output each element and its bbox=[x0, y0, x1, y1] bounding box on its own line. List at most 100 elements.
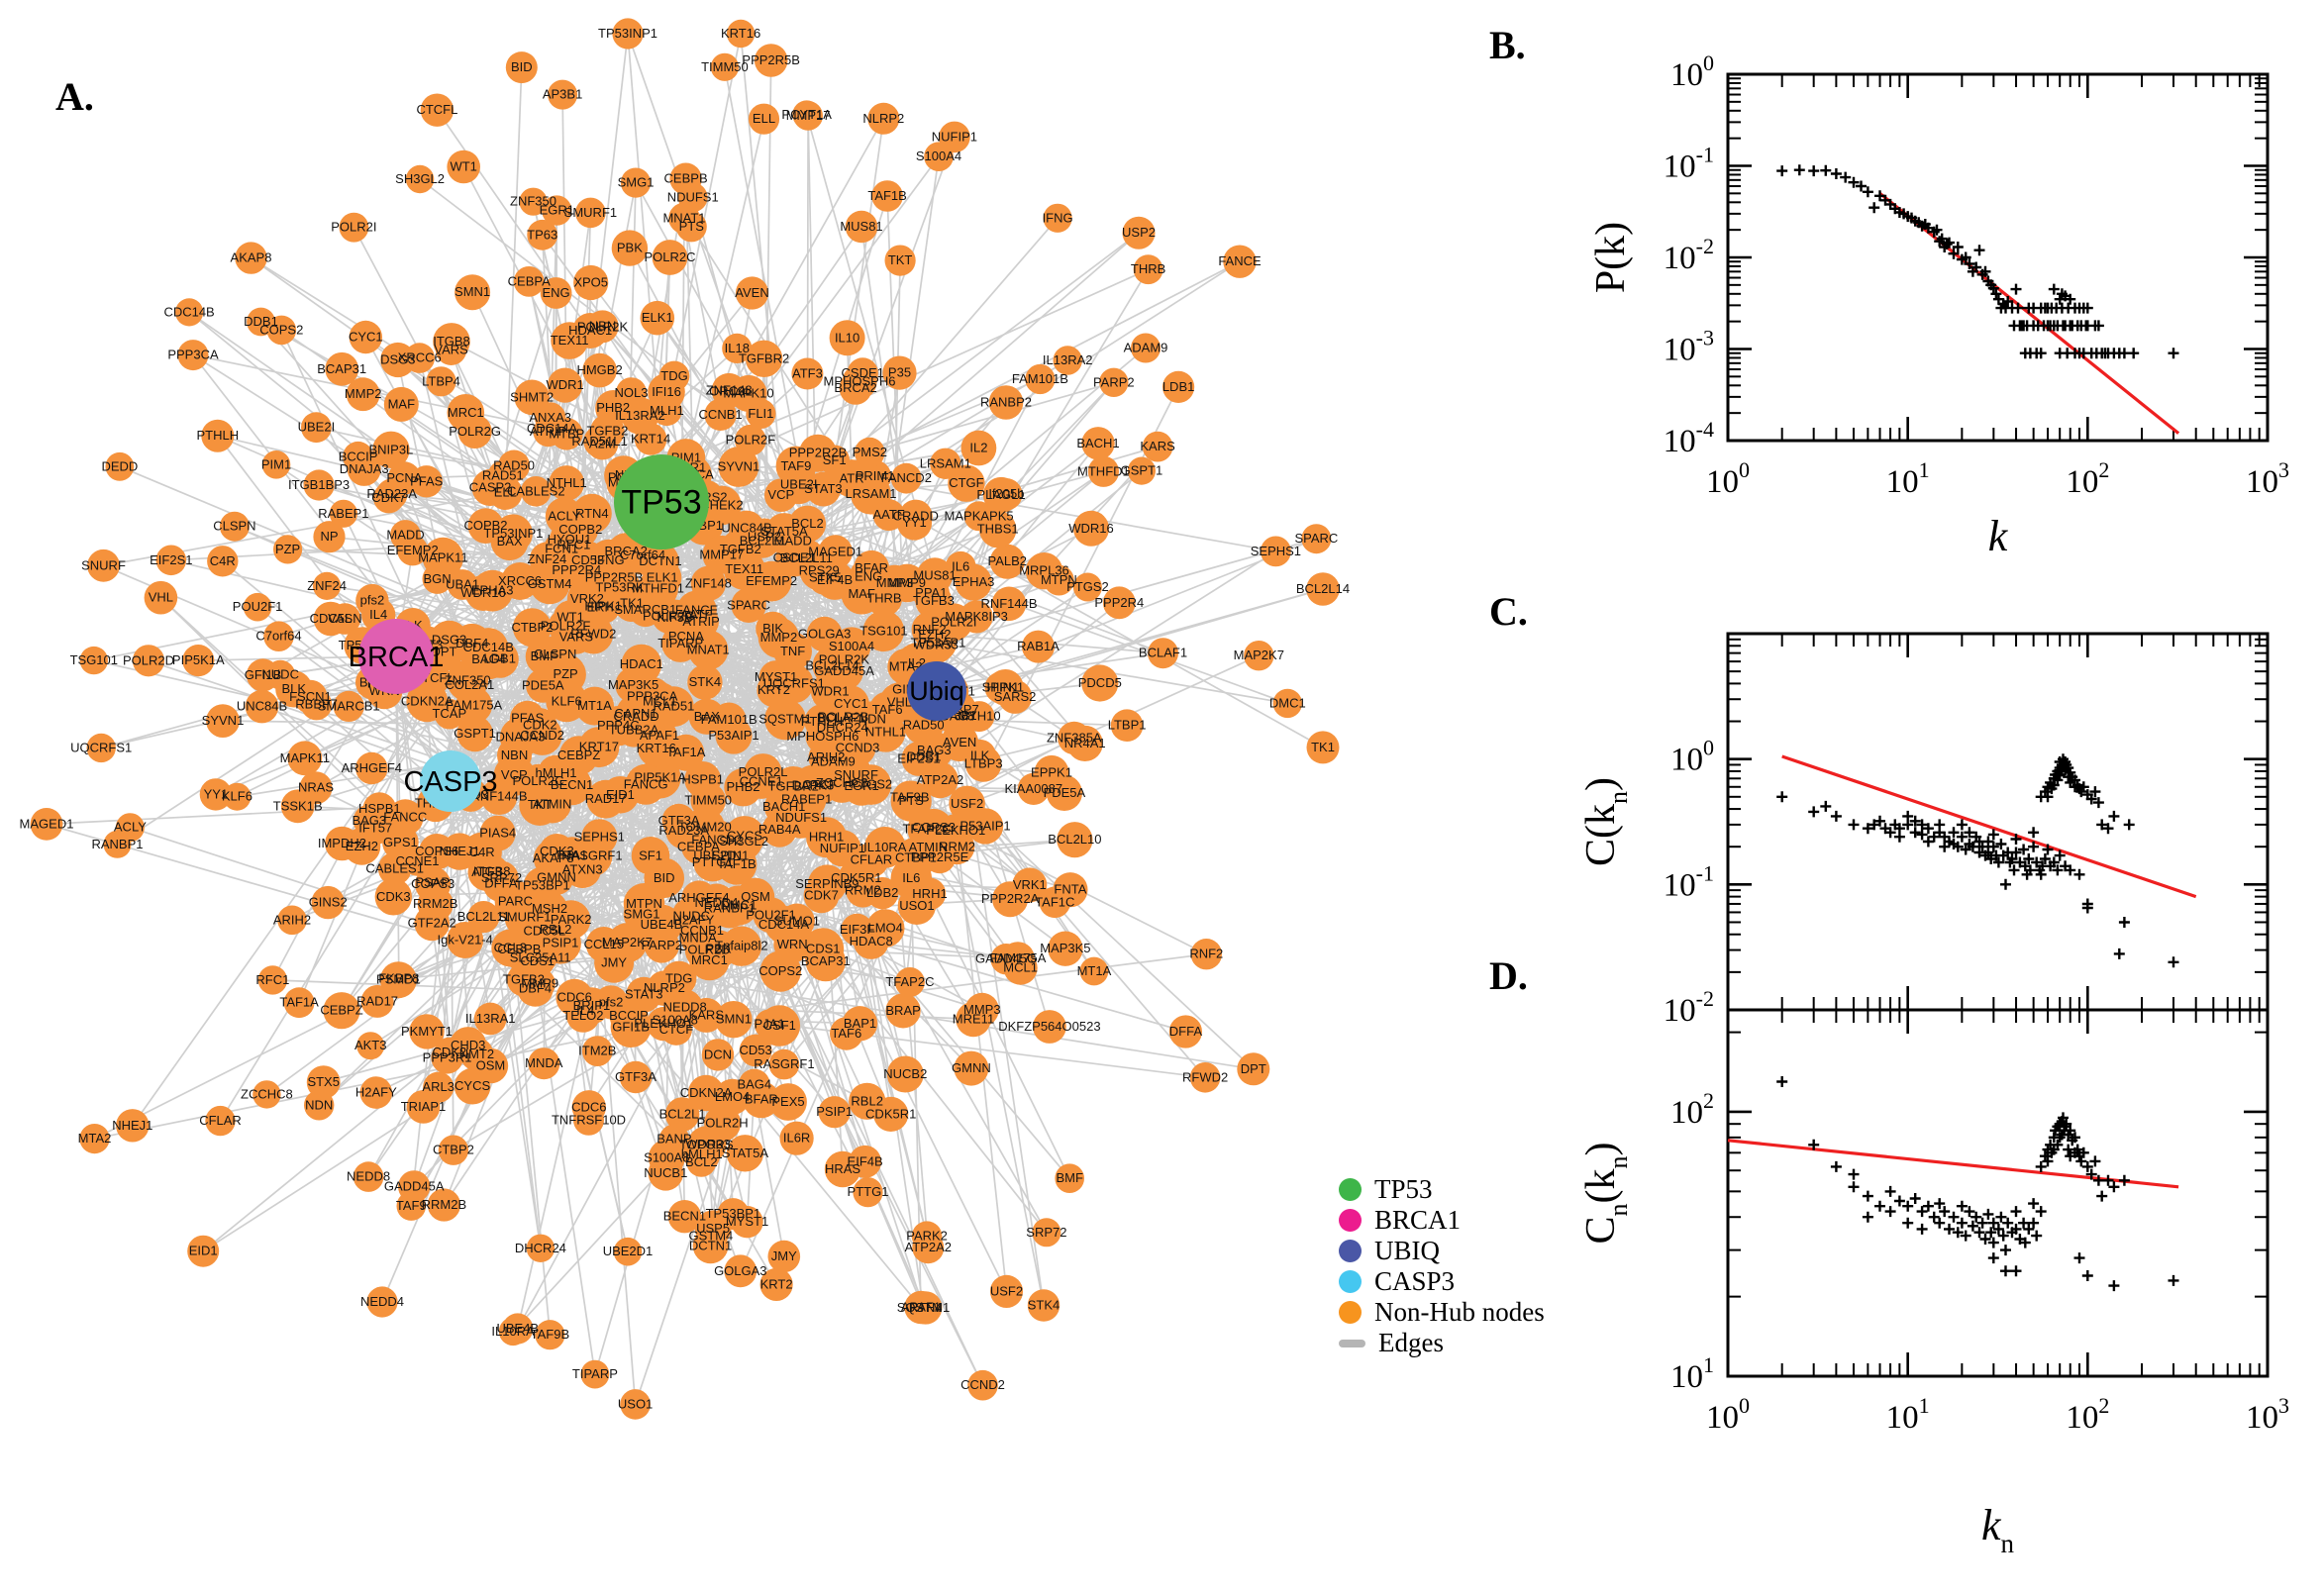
node-label: BAG4 bbox=[737, 1077, 771, 1092]
node-label: FANCG bbox=[624, 776, 668, 791]
nonhub-node bbox=[819, 445, 850, 476]
node-label: CSDE1 bbox=[842, 365, 884, 380]
nonhub-node bbox=[519, 187, 548, 216]
nonhub-node bbox=[611, 230, 649, 266]
node-label: KLF6 bbox=[222, 789, 252, 804]
nonhub-node bbox=[672, 899, 714, 942]
node-label: S100A8 bbox=[644, 1149, 689, 1164]
nonhub-node bbox=[688, 630, 729, 670]
node-label: TAF1A bbox=[666, 745, 706, 759]
node-label: EZH2 bbox=[918, 627, 951, 642]
node-label: RFC1 bbox=[255, 972, 289, 987]
node-label: SQSTM1 bbox=[758, 712, 811, 727]
nonhub-node bbox=[714, 1078, 751, 1115]
panel-label-c: C. bbox=[1489, 589, 1528, 634]
node-label: RAD51L1 bbox=[571, 434, 627, 449]
node-label: EFEMP2 bbox=[387, 543, 439, 557]
nonhub-node bbox=[480, 640, 519, 678]
node-label: GSTM4 bbox=[689, 1229, 734, 1244]
node-label: XRCC6 bbox=[398, 350, 442, 365]
nonhub-node bbox=[548, 79, 578, 110]
node-label: LDB1 bbox=[1162, 379, 1195, 394]
nonhub-node bbox=[824, 830, 861, 867]
nonhub-node bbox=[1244, 641, 1274, 671]
node-label: DMC1 bbox=[1269, 695, 1306, 710]
nonhub-node bbox=[422, 563, 453, 594]
node-label: POLR2F bbox=[726, 433, 776, 448]
node-label: DCTN1 bbox=[639, 553, 681, 568]
nonhub-node bbox=[702, 535, 742, 574]
nonhub-node bbox=[1081, 664, 1119, 702]
nonhub-node bbox=[1099, 367, 1129, 397]
node-label: GTF2A2 bbox=[408, 915, 456, 930]
node-label: GFI1B bbox=[612, 1020, 650, 1035]
node-label: SMN1 bbox=[716, 1012, 752, 1027]
nonhub-node bbox=[841, 913, 873, 947]
legend-item-ubiq: UBIQ bbox=[1339, 1236, 1545, 1266]
node-label: S100A8 bbox=[653, 1013, 698, 1028]
node-label: MADD bbox=[774, 533, 812, 548]
node-label: TAF6 bbox=[831, 1026, 861, 1041]
tick-label: 103 bbox=[2246, 457, 2289, 500]
nonhub-node bbox=[745, 340, 783, 377]
nonhub-node bbox=[360, 984, 394, 1018]
nonhub-node bbox=[355, 751, 388, 785]
node-label: CCND3 bbox=[836, 740, 880, 754]
legend-label: TP53 bbox=[1374, 1174, 1433, 1204]
nonhub-node bbox=[858, 459, 892, 493]
nonhub-node bbox=[718, 885, 759, 926]
hub-node-ubiq bbox=[907, 661, 966, 721]
node-label: VARS bbox=[434, 342, 468, 356]
nonhub-node bbox=[333, 690, 364, 723]
nonhub-node bbox=[805, 941, 846, 982]
node-label: BAX bbox=[497, 534, 523, 549]
node-label: BCL2L1 bbox=[740, 533, 786, 548]
nonhub-node bbox=[718, 447, 759, 487]
nonhub-node bbox=[659, 1013, 692, 1046]
nonhub-node bbox=[580, 1359, 610, 1389]
node-label: MAPK11 bbox=[280, 750, 330, 765]
node-label: SPIN1 bbox=[712, 848, 750, 863]
node-label: PARP2 bbox=[641, 938, 682, 952]
node-label: FAM175A bbox=[446, 697, 502, 712]
node-label: PSIP1 bbox=[816, 1104, 853, 1119]
nonhub-node bbox=[1022, 630, 1055, 663]
node-label: CSDE1 bbox=[773, 550, 816, 565]
node-label: TEX11 bbox=[725, 561, 763, 576]
nonhub-node bbox=[116, 1109, 150, 1143]
nonhub-node bbox=[862, 610, 905, 652]
nonhub-node bbox=[845, 210, 878, 244]
node-label: SMARCB1 bbox=[318, 698, 380, 713]
node-label: CDC6 bbox=[571, 1099, 606, 1114]
edge-swatch-icon bbox=[1339, 1339, 1365, 1347]
node-label: COPS3 bbox=[912, 820, 956, 835]
node-label: MSH2 bbox=[532, 901, 567, 916]
node-label: PPP2R2A bbox=[981, 891, 1040, 906]
node-label: IL10RA bbox=[863, 840, 907, 854]
nonhub-node bbox=[610, 1007, 652, 1047]
node-label: TGFBR2 bbox=[768, 778, 819, 793]
node-label: POLR2K bbox=[819, 652, 870, 667]
node-label: SLC25A11 bbox=[510, 949, 571, 964]
axis-ticks bbox=[1726, 1010, 2270, 1378]
casp3-hub-swatch-icon bbox=[1339, 1270, 1362, 1293]
nonhub-node bbox=[398, 1170, 431, 1203]
nonhub-node bbox=[658, 360, 690, 392]
nonhub-node bbox=[1168, 1015, 1202, 1048]
node-label: CD53 bbox=[571, 552, 604, 567]
node-label: TP53INP1 bbox=[483, 526, 543, 541]
data-points bbox=[1776, 753, 2179, 968]
nonhub-node bbox=[372, 431, 410, 468]
node-label: GADD45A bbox=[814, 663, 874, 678]
nonhub-node bbox=[383, 386, 419, 422]
node-label: TAF1C bbox=[1035, 894, 1074, 909]
node-label: BCAP31 bbox=[317, 361, 366, 376]
legend-item-brca1: BRCA1 bbox=[1339, 1205, 1545, 1236]
node-label: PLAGL1 bbox=[976, 487, 1025, 502]
node-label: DAPK3 bbox=[792, 778, 835, 793]
node-label: STK4 bbox=[689, 674, 722, 689]
nonhub-node bbox=[273, 535, 303, 564]
node-label: TSG101 bbox=[70, 652, 118, 667]
node-label: pfs2 bbox=[360, 593, 385, 608]
nonhub-node bbox=[701, 1039, 735, 1071]
